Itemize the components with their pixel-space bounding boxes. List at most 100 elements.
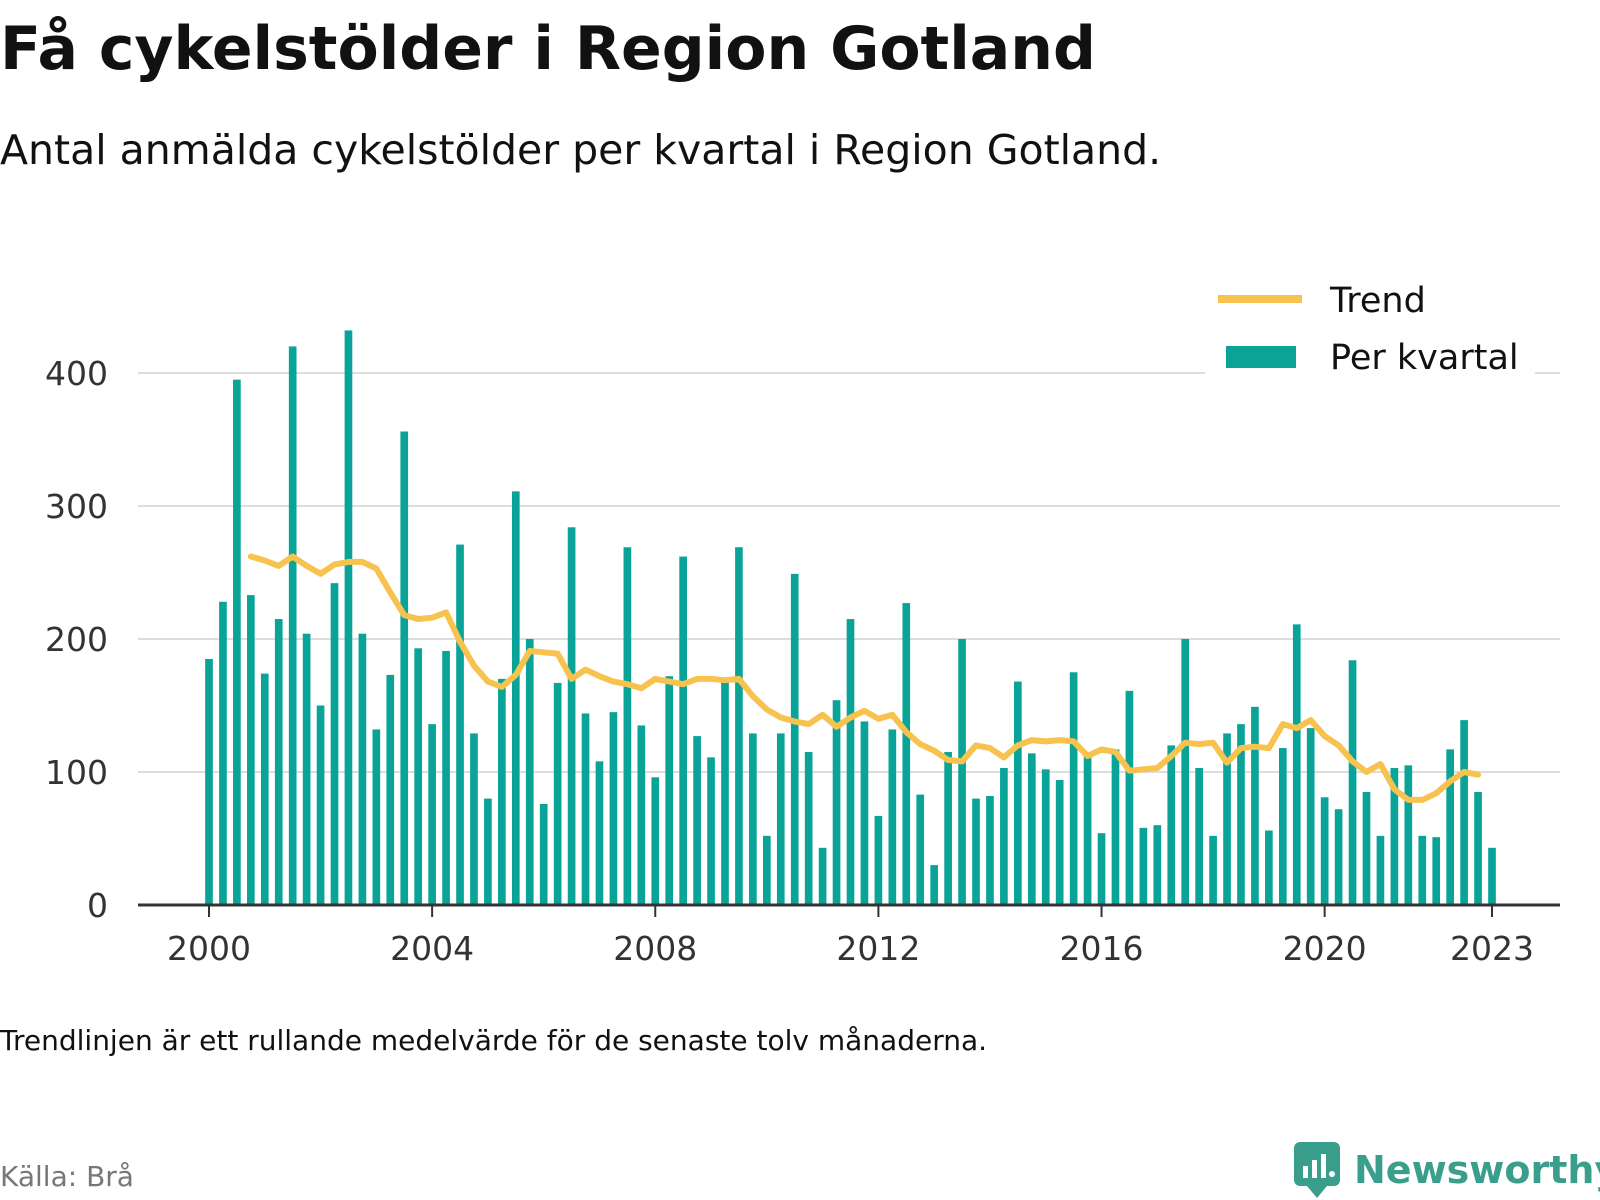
- bar-2012-q4: [916, 794, 925, 905]
- bar-2007-q3: [623, 547, 632, 905]
- x-tick-label-2016: 2016: [1060, 929, 1144, 968]
- bar-2003-q2: [386, 674, 395, 905]
- bar-2009-q4: [749, 733, 757, 905]
- bar-2014-q2: [1000, 768, 1008, 905]
- chart-subtitle: Antal anmälda cykelstölder per kvartal i…: [0, 126, 1162, 174]
- bar-2002-q4: [358, 633, 367, 905]
- x-tick-label-2004: 2004: [390, 929, 474, 968]
- bar-2002-q1: [316, 705, 325, 905]
- bar-2003-q3: [400, 431, 409, 905]
- bar-2010-q2: [776, 733, 785, 905]
- bar-2016-q3: [1125, 690, 1134, 905]
- bars-per-kvartal: [205, 330, 1496, 905]
- x-tick-label-2008: 2008: [613, 929, 697, 968]
- bar-2015-q4: [1083, 753, 1092, 905]
- bar-2013-q3: [958, 639, 966, 905]
- bar-2008-q3: [679, 556, 687, 905]
- x-tick-label-2023: 2023: [1450, 929, 1534, 968]
- trend-series-line: [247, 553, 1482, 803]
- bar-2006-q2: [553, 682, 562, 905]
- legend: Trend Per kvartal: [1205, 272, 1535, 378]
- x-tick-label-2012: 2012: [836, 929, 920, 968]
- bar-2012-q1: [874, 815, 883, 905]
- bar-2004-q2: [442, 650, 450, 905]
- bar-2008-q4: [693, 736, 701, 905]
- bar-2013-q1: [930, 865, 939, 905]
- bar-2015-q2: [1055, 779, 1064, 905]
- bar-2018-q2: [1223, 733, 1231, 905]
- bar-2009-q1: [707, 757, 715, 905]
- bar-2008-q2: [665, 676, 674, 905]
- y-tick-label-300: 300: [45, 487, 108, 526]
- bar-2003-q1: [372, 729, 381, 905]
- bar-2018-q4: [1251, 706, 1259, 905]
- bar-2011-q1: [818, 847, 827, 905]
- bar-2017-q3: [1181, 639, 1190, 905]
- bar-2004-q3: [456, 544, 464, 905]
- bar-2001-q1: [260, 673, 269, 905]
- bar-2018-q3: [1237, 724, 1245, 905]
- bar-2014-q1: [986, 795, 994, 905]
- bar-2012-q2: [888, 729, 897, 905]
- bar-2011-q3: [846, 619, 855, 905]
- bar-2001-q4: [302, 633, 311, 905]
- bar-2017-q2: [1167, 745, 1176, 905]
- bar-line-chart: Trend Per kvartal 0 100 200 300 400 2000 2004…: [45, 272, 1560, 968]
- newsworthy-icon: [1294, 1142, 1340, 1198]
- bar-2022-q3: [1460, 720, 1468, 905]
- bar-2006-q4: [581, 713, 590, 905]
- y-tick-label-400: 400: [45, 354, 108, 393]
- x-tick-label-2000: 2000: [167, 929, 251, 968]
- bar-2006-q3: [567, 527, 576, 905]
- bar-2022-q1: [1432, 837, 1441, 905]
- x-axis-labels: 2000 2004 2008 2012 2016 2020 2023: [167, 929, 1534, 968]
- source-label: Källa: Brå: [0, 1160, 134, 1193]
- bar-2007-q1: [595, 761, 604, 905]
- y-tick-label-0: 0: [87, 886, 108, 925]
- bar-2009-q2: [721, 680, 729, 905]
- bar-2000-q2: [219, 601, 227, 905]
- bar-2011-q4: [860, 721, 869, 905]
- x-tick-label-2020: 2020: [1283, 929, 1367, 968]
- bar-2005-q3: [511, 491, 520, 905]
- bar-2009-q3: [735, 547, 743, 905]
- bar-2003-q4: [414, 648, 423, 905]
- bar-2014-q3: [1014, 681, 1022, 905]
- bar-2022-q2: [1446, 749, 1454, 905]
- y-axis-labels: 0 100 200 300 400: [45, 354, 108, 925]
- bar-2012-q3: [902, 603, 911, 905]
- y-tick-label-100: 100: [45, 753, 108, 792]
- bar-2021-q1: [1376, 835, 1385, 905]
- bar-2000-q3: [233, 379, 241, 905]
- bar-2019-q3: [1292, 624, 1301, 905]
- bar-2019-q4: [1306, 728, 1315, 905]
- bar-2016-q1: [1097, 833, 1106, 905]
- bar-2019-q2: [1278, 748, 1287, 905]
- bar-2007-q4: [637, 725, 646, 905]
- bar-2008-q1: [651, 777, 660, 905]
- bar-2023-q1: [1488, 847, 1496, 905]
- bar-2017-q4: [1195, 768, 1203, 905]
- bar-2022-q4: [1474, 791, 1482, 905]
- bar-2010-q3: [790, 573, 799, 905]
- bar-2018-q1: [1209, 835, 1217, 905]
- bar-2016-q4: [1139, 827, 1148, 905]
- bar-2020-q3: [1348, 660, 1357, 905]
- legend-per-kvartal-label: Per kvartal: [1330, 338, 1519, 378]
- bar-2021-q3: [1404, 765, 1413, 905]
- bar-2014-q4: [1027, 753, 1036, 905]
- bar-2004-q1: [428, 724, 436, 905]
- chart-title: Få cykelstölder i Region Gotland: [0, 14, 1096, 84]
- bar-2011-q2: [832, 700, 841, 905]
- bar-2005-q4: [525, 639, 534, 905]
- bar-2010-q1: [762, 835, 771, 905]
- bar-2017-q1: [1153, 825, 1162, 905]
- bar-2021-q4: [1418, 835, 1427, 905]
- bar-2001-q2: [274, 619, 283, 905]
- bar-2006-q1: [539, 803, 548, 905]
- bar-2020-q2: [1334, 809, 1343, 905]
- bar-2001-q3: [288, 346, 297, 905]
- legend-trend-label: Trend: [1329, 281, 1426, 321]
- bar-2000-q1: [205, 658, 213, 905]
- brand-logo: Newsworthy: [1292, 1140, 1600, 1200]
